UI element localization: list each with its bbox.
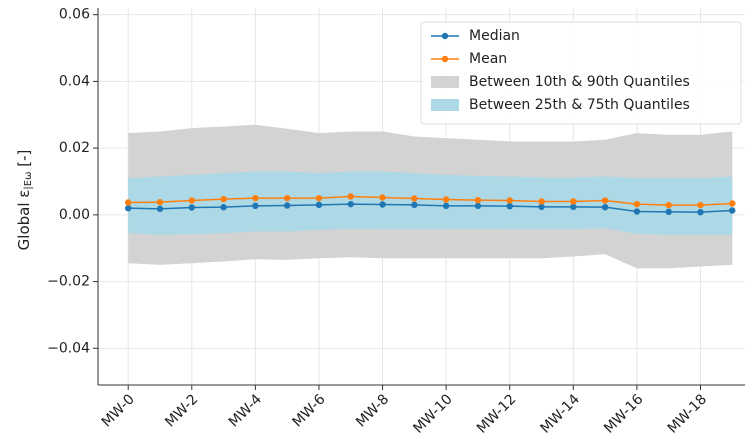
series-point bbox=[315, 194, 323, 202]
y-label-main: Global ε bbox=[15, 190, 33, 251]
y-tick-label: −0.04 bbox=[47, 340, 90, 356]
legend-box bbox=[420, 21, 742, 125]
x-tick-label: MW-16 bbox=[601, 391, 646, 436]
x-tick-label: MW-0 bbox=[99, 391, 138, 430]
x-tick-label: MW-6 bbox=[289, 391, 328, 430]
legend: Median Mean Between 10th & 90th Quantiles B… bbox=[420, 21, 742, 125]
series-point bbox=[538, 198, 545, 205]
series-point bbox=[697, 201, 704, 209]
x-tick-label: MW-14 bbox=[538, 391, 583, 436]
quantile-band bbox=[128, 171, 733, 235]
legend-marker bbox=[441, 55, 449, 63]
series-point bbox=[729, 207, 736, 214]
series-point bbox=[379, 194, 386, 201]
x-tick-label: MW-10 bbox=[410, 391, 455, 436]
series-point bbox=[601, 203, 609, 211]
y-tick-label: 0.04 bbox=[59, 73, 90, 89]
series-point bbox=[570, 198, 577, 205]
series-point bbox=[188, 197, 195, 204]
series-point bbox=[474, 196, 482, 204]
y-tick-label: 0.02 bbox=[59, 140, 90, 156]
legend-label: Median bbox=[469, 28, 520, 44]
series-point bbox=[538, 203, 545, 211]
x-tick-label: MW-18 bbox=[665, 391, 710, 436]
y-tick-label: 0.00 bbox=[59, 207, 90, 223]
y-label-unit: [-] bbox=[15, 150, 33, 172]
y-axis-label: Global ε|Eω [-] bbox=[15, 150, 35, 251]
series-point bbox=[125, 204, 132, 212]
series-point bbox=[729, 200, 736, 207]
series-point bbox=[125, 199, 132, 206]
series-point bbox=[506, 202, 513, 210]
series-point bbox=[220, 195, 227, 203]
x-tick-label: MW-8 bbox=[353, 391, 392, 430]
y-label-sub: |Eω bbox=[23, 172, 34, 190]
series-point bbox=[379, 201, 386, 208]
series-point bbox=[283, 202, 291, 209]
series-point bbox=[442, 196, 450, 203]
legend-swatch bbox=[431, 76, 459, 88]
series-point bbox=[665, 201, 672, 209]
series-point bbox=[665, 208, 672, 216]
series-point bbox=[411, 201, 418, 209]
series-point bbox=[252, 194, 259, 202]
series-point bbox=[283, 194, 291, 202]
series-point bbox=[633, 208, 641, 215]
legend-label: Between 10th & 90th Quantiles bbox=[469, 74, 690, 90]
series-point bbox=[156, 198, 164, 206]
series-point bbox=[442, 202, 450, 210]
x-tick-label: MW-12 bbox=[474, 391, 519, 436]
series-point bbox=[347, 200, 354, 208]
series-point bbox=[697, 208, 704, 216]
series-point bbox=[474, 202, 482, 210]
series-point bbox=[570, 203, 577, 211]
series-point bbox=[601, 197, 609, 204]
series-line bbox=[128, 195, 733, 206]
legend-label: Between 25th & 75th Quantiles bbox=[469, 97, 690, 113]
series-point bbox=[633, 200, 641, 208]
legend-label: Mean bbox=[469, 51, 507, 67]
series-point bbox=[252, 202, 259, 210]
series-line bbox=[128, 203, 733, 213]
legend-swatch bbox=[431, 99, 459, 111]
x-tick-label: MW-2 bbox=[162, 391, 201, 430]
series-point bbox=[411, 195, 418, 202]
y-tick-label: 0.06 bbox=[59, 7, 90, 23]
series-point bbox=[156, 205, 164, 213]
series-point bbox=[347, 193, 354, 200]
y-tick-label: −0.02 bbox=[47, 274, 90, 290]
series-point bbox=[506, 197, 513, 204]
x-tick-label: MW-4 bbox=[226, 391, 265, 430]
series-point bbox=[315, 201, 323, 209]
series-point bbox=[220, 203, 227, 211]
legend-marker bbox=[441, 32, 449, 40]
series-point bbox=[188, 204, 195, 211]
